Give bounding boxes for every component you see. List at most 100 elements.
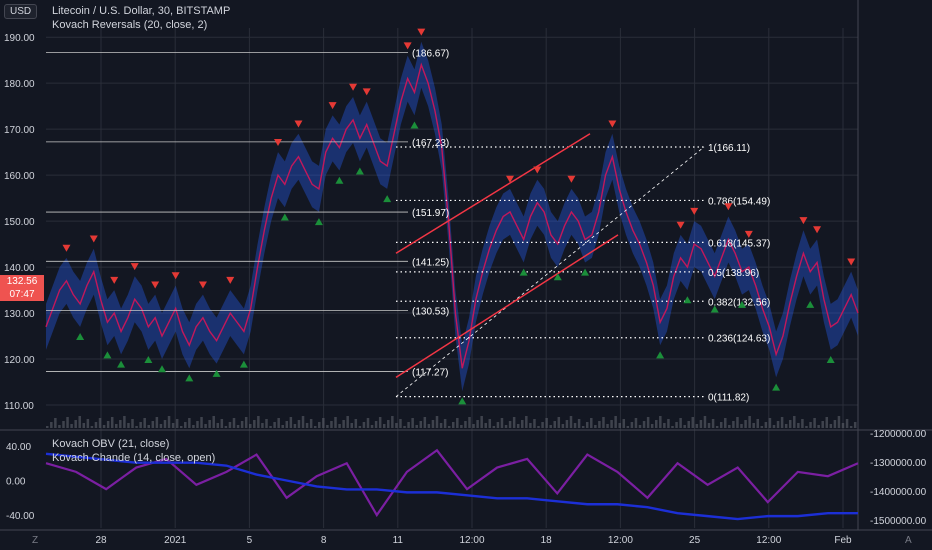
volume-bar xyxy=(715,426,719,428)
bullish-reversal-marker xyxy=(335,176,344,184)
volume-bar xyxy=(732,421,735,428)
volume-bar xyxy=(62,421,65,428)
bullish-reversal-marker xyxy=(806,300,815,308)
volume-bar xyxy=(50,422,53,428)
oscillator-tick-label: 0.00 xyxy=(6,477,26,488)
price-axis[interactable]: 190.00 180.00 170.00 160.00 150.00 140.00 130.… xyxy=(4,33,35,412)
volume-bar xyxy=(573,423,577,428)
volume-bar xyxy=(179,426,183,428)
volume-bar xyxy=(159,424,163,428)
volume-bar xyxy=(748,416,751,428)
trend-channel[interactable] xyxy=(395,133,619,379)
volume-bar xyxy=(472,424,475,428)
bullish-reversal-marker xyxy=(103,351,112,359)
volume-bar xyxy=(687,421,690,428)
volume-bar xyxy=(841,423,845,428)
volume-bar xyxy=(220,419,224,428)
volume-bar xyxy=(277,418,280,428)
zoom-toggle[interactable]: Z xyxy=(32,535,39,546)
bullish-reversal-marker xyxy=(355,167,364,175)
bearish-reversal-marker xyxy=(813,226,822,234)
volume-bar xyxy=(94,422,98,428)
level-label: (130.53) xyxy=(412,307,449,318)
volume-bar xyxy=(638,425,642,428)
volume-bar xyxy=(70,424,73,428)
volume-bar xyxy=(342,420,345,428)
volume-bar xyxy=(541,422,544,428)
volume-bar xyxy=(123,416,126,428)
volume-bar xyxy=(809,422,812,428)
volume-bar xyxy=(590,418,593,428)
channel-upper-line xyxy=(395,133,591,254)
time-axis[interactable]: 28 2021 5 8 11 12:00 18 12:00 25 12:00 Feb xyxy=(95,535,852,546)
volume-bar xyxy=(776,421,780,428)
volume-bar xyxy=(301,416,305,428)
fibonacci-retracement[interactable]: 1(166.11) 0.786(154.49) 0.618(145.37) 0.5(1… xyxy=(395,143,770,404)
volume-bar xyxy=(492,426,496,428)
bullish-reversal-marker xyxy=(144,356,153,364)
bearish-reversal-marker xyxy=(274,138,282,146)
volume-bar xyxy=(707,423,711,428)
currency-badge[interactable]: USD xyxy=(4,4,38,19)
volume-bar xyxy=(192,425,195,428)
bearish-reversal-marker xyxy=(567,175,576,183)
volume-bar xyxy=(127,423,130,428)
support-resistance-levels[interactable]: (186.67) (167.23) (151.97) (141.25) (130.53)… xyxy=(46,49,449,379)
oscillator-tick-label: 40.00 xyxy=(6,442,31,453)
volume-bar xyxy=(147,425,150,428)
obv-tick-label: -1400000.00 xyxy=(870,487,927,498)
volume-bar xyxy=(728,425,731,428)
volume-bar xyxy=(764,422,768,428)
bullish-reversal-marker xyxy=(458,397,467,405)
volume-bar xyxy=(135,426,138,428)
volume-bar xyxy=(561,424,565,428)
volume-bar xyxy=(285,421,289,428)
volume-bar xyxy=(175,419,179,428)
obv-legend[interactable]: Kovach OBV (21, close) xyxy=(52,438,170,450)
chart-title[interactable]: Litecoin / U.S. Dollar, 30, BITSTAMP xyxy=(52,5,231,17)
time-tick-label: 25 xyxy=(689,535,701,546)
volume-bar xyxy=(793,416,796,428)
fib-level-label: 0.5(138.96) xyxy=(708,268,759,279)
obv-tick-label: -1500000.00 xyxy=(870,516,927,527)
volume-bar xyxy=(171,423,175,428)
volume-bar xyxy=(845,419,849,428)
volume-bar xyxy=(155,417,159,428)
fib-level-label: 0.618(145.37) xyxy=(708,238,770,249)
chande-line xyxy=(45,448,859,518)
time-tick-label: Feb xyxy=(834,535,852,546)
bullish-reversal-marker xyxy=(239,360,248,368)
price-tick-label: 160.00 xyxy=(4,171,35,182)
bullish-reversal-marker xyxy=(772,383,781,391)
volume-bar xyxy=(399,419,402,428)
bearish-reversal-marker xyxy=(744,230,753,238)
chande-legend[interactable]: Kovach Chande (14, close, open) xyxy=(52,452,216,464)
price-envelope xyxy=(46,41,858,392)
volume-bar xyxy=(585,422,589,428)
indicator-legend[interactable]: Kovach Reversals (20, close, 2) xyxy=(52,19,208,31)
volume-bar xyxy=(232,418,236,428)
volume-bar xyxy=(74,420,77,428)
volume-bar xyxy=(293,424,297,428)
auto-scale-toggle[interactable]: A xyxy=(905,535,912,546)
volume-bar xyxy=(204,424,207,428)
volume-bar xyxy=(326,425,329,428)
volume-bar xyxy=(163,420,167,428)
obv-line xyxy=(45,452,858,521)
fib-level-label: 0.786(154.49) xyxy=(708,196,770,207)
volume-bar xyxy=(581,426,585,428)
volume-bar xyxy=(853,422,857,428)
volume-bar xyxy=(228,422,232,428)
volume-bar xyxy=(508,421,512,428)
bearish-reversal-marker xyxy=(294,120,303,128)
volume-bar xyxy=(322,418,325,428)
bearish-reversal-marker xyxy=(171,272,180,280)
volume-bar xyxy=(736,417,739,428)
time-tick-label: 12:00 xyxy=(756,535,781,546)
volume-bar xyxy=(691,417,695,428)
volume-bar xyxy=(86,419,90,428)
bearish-reversal-marker xyxy=(198,281,207,289)
volume-bar xyxy=(330,421,333,428)
bearish-reversal-marker xyxy=(403,42,412,50)
